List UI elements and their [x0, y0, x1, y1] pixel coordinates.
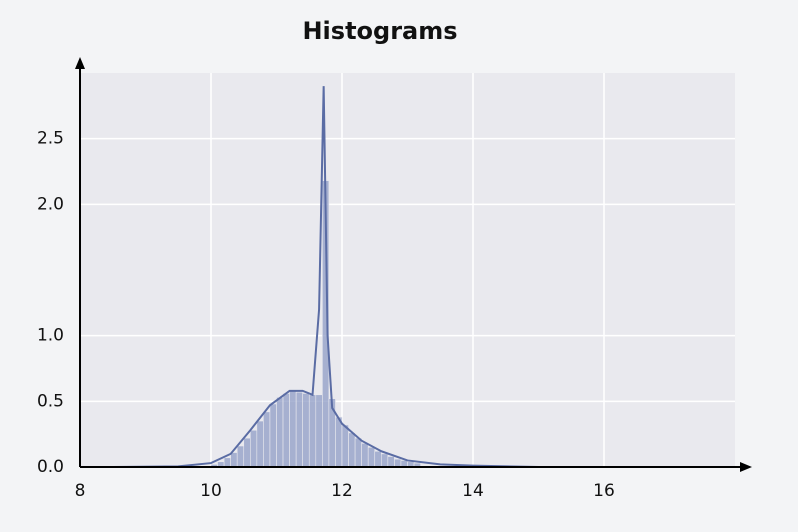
bar	[230, 452, 238, 468]
bar	[380, 453, 389, 468]
bar	[289, 390, 297, 468]
bar	[374, 450, 382, 468]
x-tick-label: 16	[593, 481, 615, 501]
bar	[250, 429, 258, 468]
x-axis-arrow	[740, 462, 752, 472]
y-tick-label: 1.0	[37, 326, 64, 346]
bar	[308, 394, 317, 468]
x-tick-label: 12	[331, 481, 353, 501]
bar	[263, 411, 271, 468]
bar	[256, 420, 264, 468]
x-tick-label: 8	[75, 481, 86, 501]
bar	[367, 446, 376, 468]
bar	[295, 391, 303, 468]
bar	[361, 443, 369, 468]
y-tick-label: 0.0	[37, 457, 64, 477]
bar	[269, 403, 277, 468]
x-tick-label: 10	[200, 481, 222, 501]
plot-area	[80, 73, 735, 467]
bar	[236, 445, 245, 468]
y-tick-label: 2.5	[37, 129, 64, 149]
bar	[223, 457, 231, 468]
y-tick-label: 2.0	[37, 194, 64, 214]
bar	[341, 424, 349, 468]
bar	[348, 432, 356, 468]
bar	[354, 437, 362, 468]
y-axis-arrow	[75, 57, 85, 69]
bar	[282, 393, 290, 468]
chart-title: Histograms	[302, 17, 457, 45]
bar	[315, 394, 323, 468]
bar	[276, 397, 284, 468]
bar	[243, 437, 251, 468]
x-tick-label: 14	[462, 481, 484, 501]
bar	[302, 393, 310, 468]
bar	[387, 456, 395, 468]
y-tick-label: 0.5	[37, 391, 64, 411]
bar	[394, 458, 402, 468]
kde-line	[112, 86, 677, 468]
bar	[335, 416, 343, 468]
